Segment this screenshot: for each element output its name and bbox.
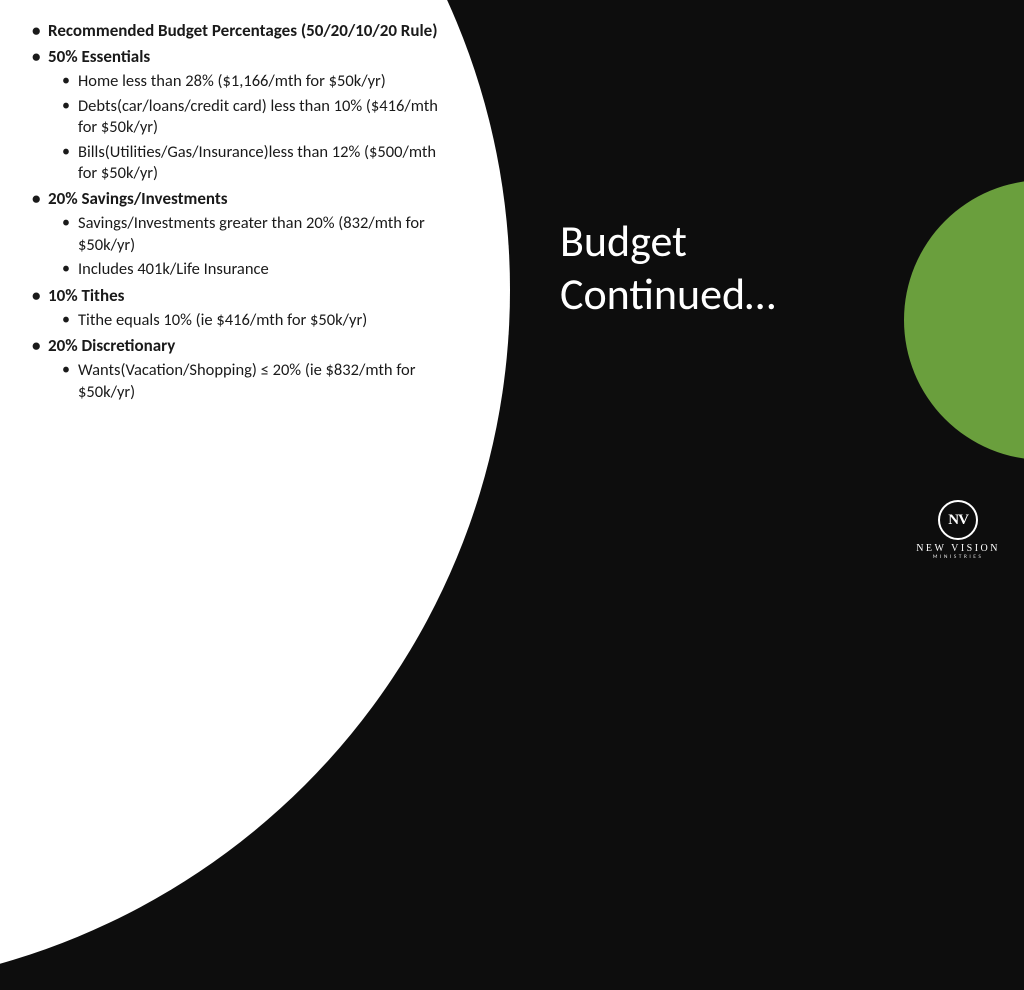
bullet-item: 10% Tithes Tithe equals 10% (ie $416/mth… bbox=[32, 285, 442, 332]
bullet-text: Recommended Budget Percentages (50/20/10… bbox=[48, 20, 438, 41]
title-line-1: Budget bbox=[560, 215, 776, 268]
logo-badge-icon: NV bbox=[938, 500, 978, 540]
bullet-text: 10% Tithes bbox=[48, 285, 124, 306]
sub-bullet-item: Savings/Investments greater than 20% (83… bbox=[62, 213, 442, 256]
logo-subtitle: MINISTRIES bbox=[916, 554, 1000, 560]
bullet-item: 20% Savings/Investments Savings/Investme… bbox=[32, 188, 442, 280]
logo: NV NEW VISION MINISTRIES bbox=[916, 500, 1000, 560]
green-circle-shape bbox=[904, 180, 1024, 460]
title-line-2: Continued… bbox=[560, 268, 776, 321]
bullet-text: 20% Savings/Investments bbox=[48, 188, 228, 209]
bullet-content: Recommended Budget Percentages (50/20/10… bbox=[32, 20, 442, 407]
bullet-text: 50% Essentials bbox=[48, 46, 150, 67]
bullet-item: Recommended Budget Percentages (50/20/10… bbox=[32, 20, 442, 42]
bullet-item: 50% Essentials Home less than 28% ($1,16… bbox=[32, 46, 442, 184]
bullet-item: 20% Discretionary Wants(Vacation/Shoppin… bbox=[32, 335, 442, 403]
sub-bullet-item: Bills(Utilities/Gas/Insurance)less than … bbox=[62, 142, 442, 185]
sub-bullet-item: Includes 401k/Life Insurance bbox=[62, 259, 442, 280]
logo-name: NEW VISION bbox=[916, 543, 1000, 554]
slide-title: Budget Continued… bbox=[560, 215, 776, 321]
sub-bullet-item: Wants(Vacation/Shopping) ≤ 20% (ie $832/… bbox=[62, 360, 442, 403]
bullet-text: 20% Discretionary bbox=[48, 335, 175, 356]
sub-bullet-item: Home less than 28% ($1,166/mth for $50k/… bbox=[62, 71, 442, 92]
sub-bullet-item: Debts(car/loans/credit card) less than 1… bbox=[62, 96, 442, 139]
sub-bullet-item: Tithe equals 10% (ie $416/mth for $50k/y… bbox=[62, 310, 442, 331]
